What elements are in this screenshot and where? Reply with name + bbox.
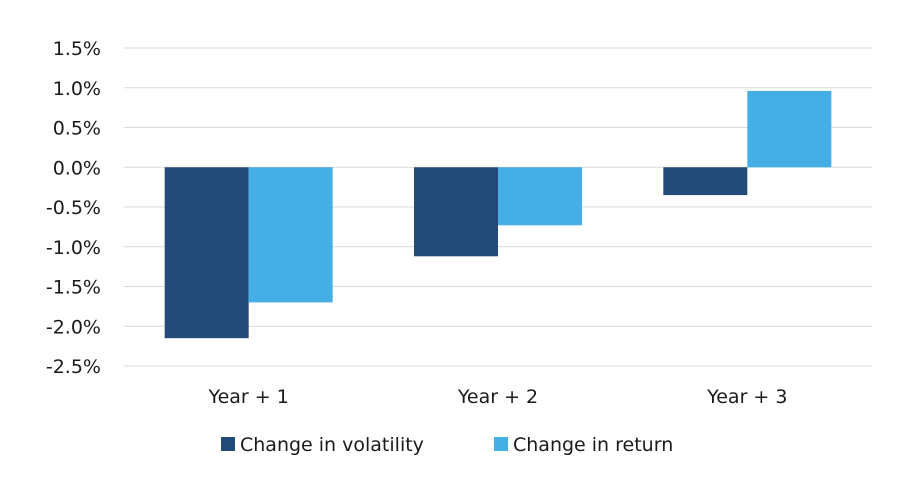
x-tick-label: Year + 1 [208,386,289,408]
legend: Change in volatility Change in return [221,434,673,456]
y-tick-label: -2.0% [46,316,101,338]
y-tick-label: -1.5% [46,277,101,299]
bar-return-1 [248,167,333,303]
bar-volatility-1 [164,167,249,339]
legend-label: Change in volatility [240,434,424,456]
legend-swatch [221,437,235,451]
y-tick-label: 1.0% [53,78,101,100]
bar-volatility-3 [663,167,748,196]
y-tick-label: -0.5% [46,197,101,219]
y-tick-label: -2.5% [46,356,101,378]
legend-swatch [494,437,508,451]
bar-volatility-2 [414,167,498,257]
x-axis-tick-labels: Year + 1 Year + 2 Year + 3 [208,386,788,408]
x-tick-label: Year + 2 [457,386,538,408]
y-tick-label: 0.5% [53,118,101,140]
y-tick-label: -1.0% [46,237,101,259]
legend-label: Change in return [513,434,673,456]
y-axis-tick-labels: 1.5% 1.0% 0.5% 0.0% -0.5% -1.0% -1.5% -2.0% -2.5… [46,38,101,378]
x-tick-label: Year + 3 [706,386,787,408]
bar-return-3 [747,90,832,168]
y-tick-label: 1.5% [53,38,101,60]
y-tick-label: 0.0% [53,157,101,179]
bars [164,90,832,339]
bar-return-2 [498,167,582,226]
